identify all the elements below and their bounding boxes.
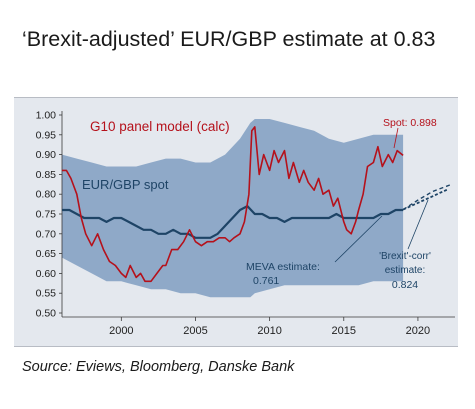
label-g10-model: G10 panel model (calc) bbox=[90, 119, 230, 134]
y-tick-label: 0.50 bbox=[36, 308, 57, 320]
y-tick-label: 0.65 bbox=[36, 248, 57, 260]
series-meva-estimate bbox=[402, 188, 448, 211]
label-meva-value: 0.761 bbox=[253, 275, 279, 287]
x-tick-label: 2000 bbox=[109, 325, 133, 337]
brexit-leader-line bbox=[407, 199, 429, 250]
annotation-layer: G10 panel model (calc) EUR/GBP spot Spot: … bbox=[82, 117, 437, 291]
y-tick-label: 0.80 bbox=[36, 189, 57, 201]
x-tick-label: 2005 bbox=[183, 325, 207, 337]
bottom-divider bbox=[14, 346, 458, 347]
axis-layer: 0.50 0.55 0.60 0.65 0.70 0.75 0.80 0.85 0.90 0.95… bbox=[36, 110, 455, 337]
label-brexit-estimate-2: estimate: bbox=[385, 265, 426, 276]
label-meva-estimate: MEVA estimate: bbox=[246, 261, 320, 273]
series-eurgbp-spot bbox=[62, 205, 404, 239]
y-tick-label: 0.85 bbox=[36, 169, 57, 181]
series-g10-model bbox=[62, 126, 404, 283]
meva-leader-line bbox=[334, 215, 383, 263]
chart-title: ‘Brexit-adjusted’ EUR/GBP estimate at 0.… bbox=[22, 27, 436, 51]
y-tick-label: 0.90 bbox=[36, 149, 57, 161]
label-spot-value: Spot: 0.898 bbox=[383, 117, 437, 129]
band-layer bbox=[62, 119, 404, 298]
series-layer bbox=[62, 126, 451, 283]
label-brexit-estimate-1: 'Brexit'-corr' bbox=[379, 251, 431, 262]
y-tick-label: 0.95 bbox=[36, 129, 57, 141]
x-tick-label: 2020 bbox=[406, 325, 430, 337]
y-tick-label: 0.75 bbox=[36, 209, 57, 221]
y-tick-label: 0.55 bbox=[36, 288, 57, 300]
model-range-band bbox=[62, 119, 404, 298]
y-tick-label: 1.00 bbox=[36, 110, 57, 122]
label-eurgbp-spot: EUR/GBP spot bbox=[82, 177, 169, 192]
y-tick-label: 0.70 bbox=[36, 228, 57, 240]
x-tick-label: 2010 bbox=[257, 325, 281, 337]
spot-leader-line bbox=[393, 127, 399, 149]
x-tick-label: 2015 bbox=[332, 325, 356, 337]
series-brexit-estimate bbox=[402, 184, 451, 211]
label-brexit-value: 0.824 bbox=[392, 279, 418, 291]
source-note: Source: Eviews, Bloomberg, Danske Bank bbox=[22, 359, 295, 375]
top-divider bbox=[14, 97, 458, 98]
y-tick-label: 0.60 bbox=[36, 268, 57, 280]
